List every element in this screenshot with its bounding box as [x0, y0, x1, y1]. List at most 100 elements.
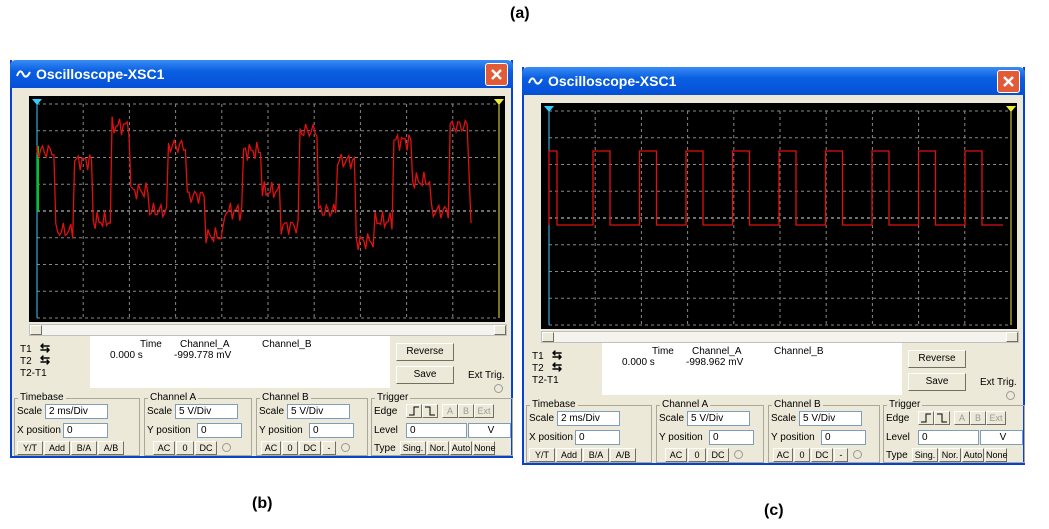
scale-input[interactable]: 5 V/Div: [287, 404, 350, 419]
mode-button[interactable]: None: [985, 448, 1008, 462]
mode-button[interactable]: Y/T: [17, 441, 43, 455]
close-button[interactable]: [485, 63, 508, 86]
ext-trig-label: Ext Trig.: [980, 377, 1017, 388]
scale-input[interactable]: 2 ms/Div: [557, 411, 620, 426]
mode-button[interactable]: Add: [556, 448, 582, 462]
mode-button[interactable]: Auto: [450, 441, 472, 455]
mode-button[interactable]: DC: [299, 441, 321, 455]
source-button[interactable]: Ext: [474, 404, 494, 418]
mode-button[interactable]: DC: [195, 441, 217, 455]
position-label: Y position: [659, 432, 703, 443]
mode-button[interactable]: Nor.: [427, 441, 449, 455]
edge-button[interactable]: [934, 411, 950, 425]
edge-symbol: [921, 413, 931, 423]
position-input[interactable]: 0: [197, 423, 242, 438]
scroll-left[interactable]: [542, 332, 554, 342]
window-title: Oscilloscope-XSC1: [36, 66, 165, 82]
mode-button[interactable]: 0: [688, 448, 706, 462]
mode-button[interactable]: -: [322, 441, 336, 455]
cursor-arrows[interactable]: ⇆: [552, 348, 563, 362]
mode-button[interactable]: 0: [176, 441, 194, 455]
source-button[interactable]: Ext: [986, 411, 1006, 425]
group-title: Channel B: [260, 392, 311, 404]
edge-icon: [921, 413, 931, 423]
type-label: Type: [374, 443, 396, 454]
mode-button[interactable]: A/B: [98, 441, 124, 455]
position-input[interactable]: 0: [309, 423, 354, 438]
position-input[interactable]: 0: [821, 430, 866, 445]
cursor-label: T2: [20, 356, 32, 367]
position-label: X position: [529, 432, 573, 443]
mode-button[interactable]: AC: [153, 441, 175, 455]
position-input[interactable]: 0: [709, 430, 754, 445]
mode-button[interactable]: B/A: [71, 441, 97, 455]
coupling-radio[interactable]: [341, 443, 350, 452]
coupling-radio[interactable]: [734, 450, 743, 459]
mode-button[interactable]: Nor.: [939, 448, 961, 462]
level-unit[interactable]: V: [980, 430, 1023, 445]
channel_a-group: Scale 5 V/Div Y position 0 AC 0 DC: [144, 398, 252, 456]
mode-button[interactable]: AC: [773, 448, 793, 462]
mode-button[interactable]: B/A: [583, 448, 609, 462]
scale-input[interactable]: 5 V/Div: [799, 411, 862, 426]
mode-button[interactable]: AC: [261, 441, 281, 455]
cursor-t2-marker: [494, 99, 504, 105]
source-button[interactable]: B: [458, 404, 474, 418]
trace-a: [548, 150, 1003, 226]
group-title: Timebase: [530, 399, 578, 411]
scroll-left[interactable]: [30, 325, 42, 335]
mode-button[interactable]: 0: [794, 448, 810, 462]
mode-button[interactable]: Auto: [962, 448, 984, 462]
mode-button[interactable]: 0: [282, 441, 298, 455]
position-input[interactable]: 0: [575, 430, 620, 445]
source-button[interactable]: A: [442, 404, 458, 418]
mode-button[interactable]: None: [473, 441, 496, 455]
close-icon: [1003, 76, 1014, 87]
close-button[interactable]: [997, 70, 1020, 93]
mode-button[interactable]: DC: [707, 448, 729, 462]
scale-input[interactable]: 2 ms/Div: [45, 404, 108, 419]
mode-button[interactable]: Sing.: [912, 448, 938, 462]
scale-input[interactable]: 5 V/Div: [687, 411, 750, 426]
edge-symbol: [425, 406, 435, 416]
action-button[interactable]: Reverse: [396, 343, 454, 361]
mode-button[interactable]: A/B: [610, 448, 636, 462]
action-button[interactable]: Reverse: [908, 350, 966, 368]
coupling-radio[interactable]: [853, 450, 862, 459]
coupling-radio[interactable]: [222, 443, 231, 452]
level-input[interactable]: 0: [406, 423, 467, 438]
cursor-label: T2-T1: [532, 375, 559, 386]
edge-button[interactable]: [406, 404, 422, 418]
title-bar: Oscilloscope-XSC1: [10, 60, 513, 88]
mode-button[interactable]: -: [834, 448, 848, 462]
ext-trig-radio[interactable]: [1006, 391, 1015, 400]
source-button[interactable]: B: [970, 411, 986, 425]
scrollbar[interactable]: [541, 331, 1019, 343]
level-unit[interactable]: V: [468, 423, 511, 438]
position-label: X position: [17, 425, 61, 436]
position-input[interactable]: 0: [63, 423, 108, 438]
mode-button[interactable]: Sing.: [400, 441, 426, 455]
edge-button[interactable]: [918, 411, 934, 425]
ext-trig-label: Ext Trig.: [468, 370, 505, 381]
cursor-arrows[interactable]: ⇆: [40, 341, 51, 355]
cursor-arrows[interactable]: ⇆: [40, 353, 51, 367]
mode-button[interactable]: DC: [811, 448, 833, 462]
action-button[interactable]: Save: [908, 373, 966, 391]
scrollbar[interactable]: [29, 324, 507, 336]
cursor-t2-marker: [1006, 106, 1016, 112]
scroll-right[interactable]: [494, 325, 506, 335]
mode-button[interactable]: Y/T: [529, 448, 555, 462]
mode-button[interactable]: AC: [665, 448, 687, 462]
action-button[interactable]: Save: [396, 366, 454, 384]
level-input[interactable]: 0: [918, 430, 979, 445]
scroll-right[interactable]: [1006, 332, 1018, 342]
cursor-label: T1: [20, 344, 32, 355]
ext-trig-radio[interactable]: [494, 384, 503, 393]
readout-header: Channel_A: [692, 346, 742, 357]
cursor-arrows[interactable]: ⇆: [552, 360, 563, 374]
mode-button[interactable]: Add: [44, 441, 70, 455]
source-button[interactable]: A: [954, 411, 970, 425]
scale-input[interactable]: 5 V/Div: [175, 404, 238, 419]
edge-button[interactable]: [422, 404, 438, 418]
